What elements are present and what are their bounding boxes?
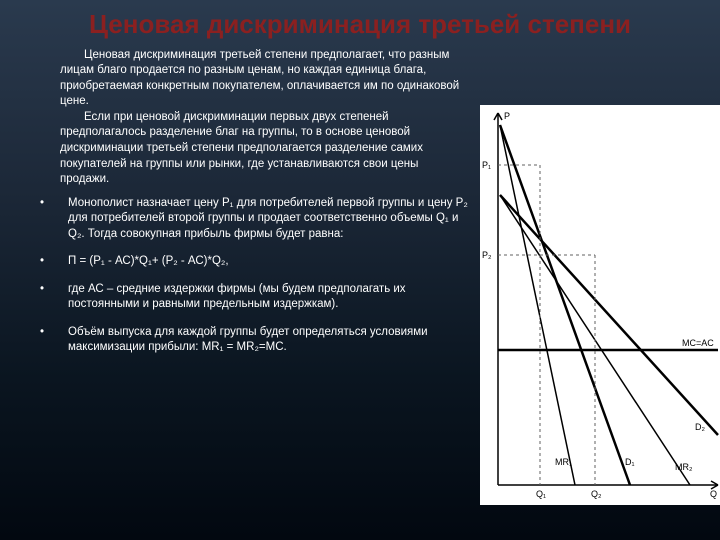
bullet-icon: • <box>40 282 68 313</box>
svg-text:MR₁: MR₁ <box>555 457 572 467</box>
bullet-text: П = (Р₁ - АС)*Q₁+ (Р₂ - АС)*Q₂, <box>68 254 470 270</box>
bullet-text: где АС – средние издержки фирмы (мы буде… <box>68 282 470 313</box>
svg-text:D₂: D₂ <box>695 422 705 432</box>
svg-text:Q₂: Q₂ <box>591 489 602 499</box>
svg-text:P: P <box>504 111 510 121</box>
svg-text:Q: Q <box>710 489 717 499</box>
svg-text:MC=AC: MC=AC <box>682 338 714 348</box>
bullet-icon: • <box>40 196 68 243</box>
svg-text:MR₂: MR₂ <box>675 462 693 472</box>
bullet-icon: • <box>40 254 68 270</box>
bullet-list: • Монополист назначает цену Р₁ для потре… <box>40 196 470 368</box>
intro-p2: Если при ценовой дискриминации первых дв… <box>60 110 460 188</box>
bullet-text: Объём выпуска для каждой группы будет оп… <box>68 325 470 356</box>
economics-chart: P P₁ P₂ MC=AC Q₁ Q₂ Q D₁ MR₁ D₂ MR₂ <box>480 105 720 505</box>
bullet-icon: • <box>40 325 68 356</box>
intro-block: Ценовая дискриминация третьей степени пр… <box>0 48 500 196</box>
intro-p1: Ценовая дискриминация третьей степени пр… <box>60 48 460 110</box>
svg-text:P₂: P₂ <box>482 250 492 260</box>
chart-svg: P P₁ P₂ MC=AC Q₁ Q₂ Q D₁ MR₁ D₂ MR₂ <box>480 105 720 505</box>
list-item: • П = (Р₁ - АС)*Q₁+ (Р₂ - АС)*Q₂, <box>40 254 470 270</box>
bullet-text: Монополист назначает цену Р₁ для потреби… <box>68 196 470 243</box>
list-item: • где АС – средние издержки фирмы (мы бу… <box>40 282 470 313</box>
list-item: • Объём выпуска для каждой группы будет … <box>40 325 470 356</box>
svg-text:P₁: P₁ <box>482 160 491 170</box>
svg-text:D₁: D₁ <box>625 457 635 467</box>
page-title: Ценовая дискриминация третьей степени <box>0 0 720 48</box>
svg-text:Q₁: Q₁ <box>536 489 546 499</box>
list-item: • Монополист назначает цену Р₁ для потре… <box>40 196 470 243</box>
